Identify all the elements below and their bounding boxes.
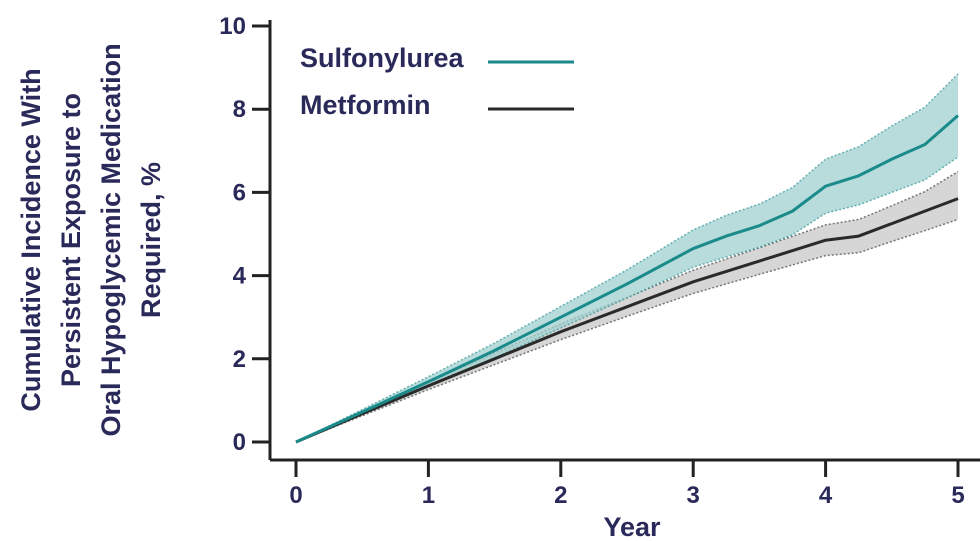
x-tick-label: 5 xyxy=(951,482,964,509)
series-lines xyxy=(295,114,959,444)
x-axis-ticks: 0 1 2 3 4 5 xyxy=(289,460,965,509)
y-axis-title: Cumulative Incidence With Persistent Exp… xyxy=(16,43,166,436)
y-tick-label: 8 xyxy=(233,96,246,123)
y-tick-label: 4 xyxy=(233,263,247,290)
band-lower-sulfonylurea xyxy=(295,156,959,443)
y-axis-title-line-4: Required, % xyxy=(136,162,166,318)
x-tick-label: 2 xyxy=(554,482,567,509)
line-sulfonylurea xyxy=(295,114,959,444)
band-upper-sulfonylurea xyxy=(295,73,959,443)
y-axis-title-line-1: Cumulative Incidence With xyxy=(16,68,46,411)
y-tick-label: 6 xyxy=(233,179,246,206)
legend: Sulfonylurea Metformin xyxy=(300,43,574,120)
line-metformin xyxy=(295,197,959,444)
x-tick-label: 0 xyxy=(289,482,302,509)
x-tick-label: 4 xyxy=(819,482,833,509)
x-tick-label: 3 xyxy=(687,482,700,509)
legend-label-metformin: Metformin xyxy=(300,90,431,120)
y-tick-label: 10 xyxy=(219,13,246,40)
band-lower-metformin xyxy=(295,218,959,443)
x-tick-label: 1 xyxy=(422,482,435,509)
y-axis-title-line-3: Oral Hypoglycemic Medication xyxy=(96,43,126,436)
confidence-bands xyxy=(295,73,959,443)
y-tick-label: 0 xyxy=(233,429,246,456)
y-axis-title-line-2: Persistent Exposure to xyxy=(56,93,86,387)
legend-label-sulfonylurea: Sulfonylurea xyxy=(300,43,465,73)
band-sulfonylurea xyxy=(296,73,958,442)
x-axis-title: Year xyxy=(603,512,661,541)
y-axis-ticks: 0 2 4 6 8 10 xyxy=(219,13,270,456)
y-tick-label: 2 xyxy=(233,346,246,373)
